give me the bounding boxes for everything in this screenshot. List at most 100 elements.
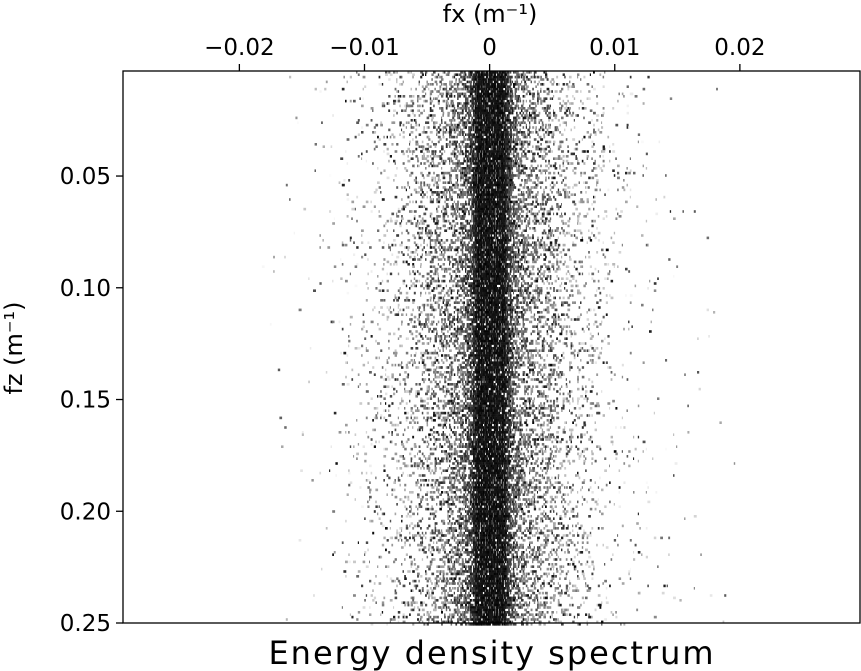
heatmap-cell [407,104,410,108]
heatmap-cell [457,263,460,266]
heatmap-cell [473,155,475,158]
heatmap-cell [322,239,324,242]
heatmap-cell [492,159,495,163]
heatmap-cell [460,179,462,182]
heatmap-cell [490,176,493,180]
heatmap-cell [505,87,507,91]
heatmap-cell [482,87,486,91]
heatmap-cell [479,236,482,240]
heatmap-cell [463,85,465,88]
heatmap-cell [513,200,515,204]
heatmap-cell [431,90,434,93]
heatmap-cell [428,236,431,240]
heatmap-cell [487,200,490,204]
heatmap-cell [484,109,487,112]
heatmap-cell [474,128,478,132]
heatmap-cell [514,71,517,74]
heatmap-cell [561,133,564,136]
heatmap-cell [509,164,512,168]
heatmap-cell [500,210,502,213]
heatmap-cell [458,78,461,81]
heatmap-cell [564,111,567,115]
heatmap-cell [540,267,542,271]
heatmap-cell [501,104,504,108]
heatmap-cell [425,121,427,124]
heatmap-cell [479,229,483,232]
heatmap-cell [474,198,476,201]
heatmap-cell [484,212,487,216]
heatmap-cell [468,152,471,156]
heatmap-cell [613,231,616,235]
heatmap-cell [498,272,500,276]
heatmap-cell [361,241,364,244]
heatmap-cell [466,236,469,240]
heatmap-cell [484,116,486,120]
heatmap-cell [471,140,473,144]
heatmap-cell [492,222,494,225]
heatmap-cell [484,107,487,110]
heatmap-cell [543,83,545,86]
heatmap-cell [548,126,551,129]
heatmap-cell [522,78,525,81]
heatmap-cell [514,87,518,91]
heatmap-cell [476,186,479,189]
heatmap-cell [532,75,534,79]
heatmap-cell [505,272,508,276]
heatmap-cell [439,75,441,79]
heatmap-cell [465,203,468,206]
heatmap-cell [493,121,496,124]
heatmap-cell [506,224,510,228]
heatmap-cell [476,99,479,103]
heatmap-cell [505,95,508,98]
heatmap-cell [473,150,475,153]
heatmap-cell [477,169,480,172]
heatmap-cell [493,183,496,187]
heatmap-cell [477,231,480,235]
heatmap-cell [479,222,482,225]
heatmap-cell [354,135,357,139]
heatmap-cell [487,92,491,96]
heatmap-cell [497,99,499,103]
heatmap-cell [493,162,497,165]
heatmap-cell [429,102,432,105]
heatmap-cell [490,95,493,98]
heatmap-cell [434,143,437,146]
heatmap-cell [468,71,470,74]
heatmap-cell [468,143,470,146]
heatmap-cell [441,109,444,112]
heatmap-cell [540,126,542,129]
heatmap-cell [546,200,548,204]
heatmap-cell [477,114,480,117]
heatmap-cell [532,227,534,230]
heatmap-cell [479,121,482,124]
heatmap-cell [469,99,472,103]
heatmap-cell [489,267,491,271]
heatmap-cell [493,215,496,218]
heatmap-cell [516,215,519,218]
heatmap-cell [434,251,438,254]
heatmap-cell [423,246,425,249]
heatmap-cell [545,219,548,223]
heatmap-cell [503,99,505,103]
heatmap-cell [466,87,469,91]
heatmap-cell [421,140,424,144]
heatmap-cell [377,135,379,139]
heatmap-cell [508,87,510,91]
heatmap-cell [453,155,456,158]
heatmap-cell [578,260,581,264]
heatmap-cell [455,83,457,86]
heatmap-cell [457,193,460,196]
heatmap-cell [476,279,478,283]
heatmap-cell [503,183,505,187]
heatmap-cell [607,135,610,139]
heatmap-cell [500,219,503,223]
heatmap-cell [546,248,549,252]
heatmap-cell [493,152,496,156]
heatmap-cell [567,186,570,189]
heatmap-cell [407,263,410,266]
heatmap-cell [585,181,588,184]
heatmap-cell [485,224,487,228]
heatmap-cell [529,111,530,115]
heatmap-cell [468,121,471,124]
heatmap-cell [434,241,437,244]
